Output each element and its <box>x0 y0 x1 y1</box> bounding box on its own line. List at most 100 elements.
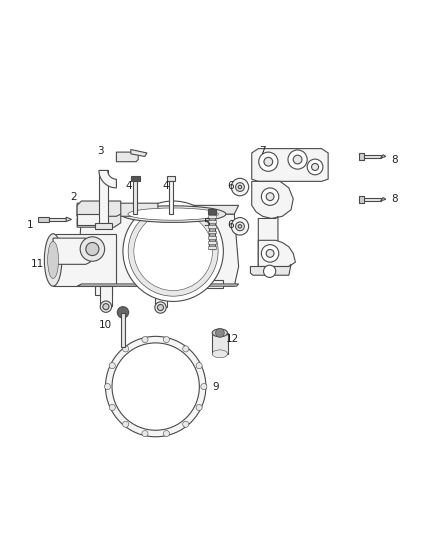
Circle shape <box>106 336 206 437</box>
Polygon shape <box>131 149 147 157</box>
Text: 8: 8 <box>392 155 398 165</box>
Polygon shape <box>166 176 175 181</box>
Circle shape <box>266 193 274 200</box>
Circle shape <box>128 206 218 296</box>
Circle shape <box>215 328 224 337</box>
Circle shape <box>264 157 273 166</box>
Polygon shape <box>134 181 137 214</box>
Text: 4: 4 <box>162 181 169 191</box>
Polygon shape <box>258 216 278 266</box>
Circle shape <box>231 179 249 196</box>
Polygon shape <box>169 181 173 214</box>
Circle shape <box>311 164 318 171</box>
Polygon shape <box>117 152 138 161</box>
Circle shape <box>109 405 115 410</box>
Polygon shape <box>258 240 295 266</box>
Polygon shape <box>95 284 112 295</box>
Text: 6: 6 <box>228 220 234 230</box>
Circle shape <box>157 304 163 311</box>
Ellipse shape <box>128 208 219 220</box>
Circle shape <box>288 150 307 169</box>
Text: 3: 3 <box>97 146 103 156</box>
Text: 2: 2 <box>71 192 77 201</box>
Polygon shape <box>99 171 117 188</box>
Circle shape <box>266 249 274 257</box>
Text: 1: 1 <box>27 220 33 230</box>
Circle shape <box>238 224 242 228</box>
Polygon shape <box>208 231 215 233</box>
Ellipse shape <box>44 234 62 286</box>
Circle shape <box>142 336 148 343</box>
Circle shape <box>117 306 129 318</box>
Circle shape <box>123 346 129 352</box>
Ellipse shape <box>120 206 226 222</box>
Ellipse shape <box>212 329 227 337</box>
Polygon shape <box>100 286 112 306</box>
Polygon shape <box>53 238 90 264</box>
Polygon shape <box>208 225 215 228</box>
Text: 4: 4 <box>125 181 132 191</box>
Circle shape <box>236 183 244 191</box>
Polygon shape <box>381 198 386 201</box>
Circle shape <box>142 431 148 437</box>
Polygon shape <box>66 217 71 222</box>
Circle shape <box>123 201 223 302</box>
Polygon shape <box>208 215 215 217</box>
Polygon shape <box>208 209 215 214</box>
Polygon shape <box>77 284 239 286</box>
Polygon shape <box>252 181 293 219</box>
Circle shape <box>183 421 189 427</box>
Polygon shape <box>208 246 215 249</box>
Text: 9: 9 <box>212 382 219 392</box>
Polygon shape <box>121 313 125 348</box>
Circle shape <box>264 265 276 277</box>
Circle shape <box>231 217 249 235</box>
Polygon shape <box>359 153 364 160</box>
Polygon shape <box>212 333 228 354</box>
Polygon shape <box>381 155 386 158</box>
Circle shape <box>103 304 109 310</box>
Polygon shape <box>77 203 158 216</box>
Circle shape <box>307 159 323 175</box>
Polygon shape <box>95 223 112 229</box>
Circle shape <box>259 152 278 171</box>
Circle shape <box>86 243 99 256</box>
Polygon shape <box>251 264 291 275</box>
Polygon shape <box>361 198 381 201</box>
Circle shape <box>104 384 110 390</box>
Polygon shape <box>77 214 239 286</box>
Circle shape <box>80 237 105 261</box>
Polygon shape <box>49 218 66 221</box>
Polygon shape <box>208 220 215 223</box>
Polygon shape <box>208 241 215 244</box>
Polygon shape <box>359 196 364 203</box>
Polygon shape <box>149 284 166 295</box>
Text: 10: 10 <box>99 320 112 330</box>
Ellipse shape <box>48 241 59 279</box>
Polygon shape <box>77 214 121 227</box>
Polygon shape <box>77 205 239 214</box>
Circle shape <box>123 421 129 427</box>
Circle shape <box>196 405 202 410</box>
Polygon shape <box>204 280 223 288</box>
Text: 6: 6 <box>228 181 234 191</box>
Polygon shape <box>208 236 215 239</box>
Polygon shape <box>361 155 381 158</box>
Circle shape <box>109 362 115 369</box>
Polygon shape <box>77 201 121 216</box>
Circle shape <box>100 301 112 312</box>
Polygon shape <box>131 176 140 181</box>
Circle shape <box>183 346 189 352</box>
Circle shape <box>236 222 244 231</box>
Ellipse shape <box>212 350 227 358</box>
Polygon shape <box>77 214 103 225</box>
Circle shape <box>196 362 202 369</box>
Text: 12: 12 <box>226 334 239 344</box>
Polygon shape <box>252 149 328 181</box>
Polygon shape <box>155 286 166 306</box>
Circle shape <box>293 155 302 164</box>
Circle shape <box>163 431 170 437</box>
Polygon shape <box>99 171 108 227</box>
Circle shape <box>261 188 279 205</box>
Circle shape <box>261 245 279 262</box>
